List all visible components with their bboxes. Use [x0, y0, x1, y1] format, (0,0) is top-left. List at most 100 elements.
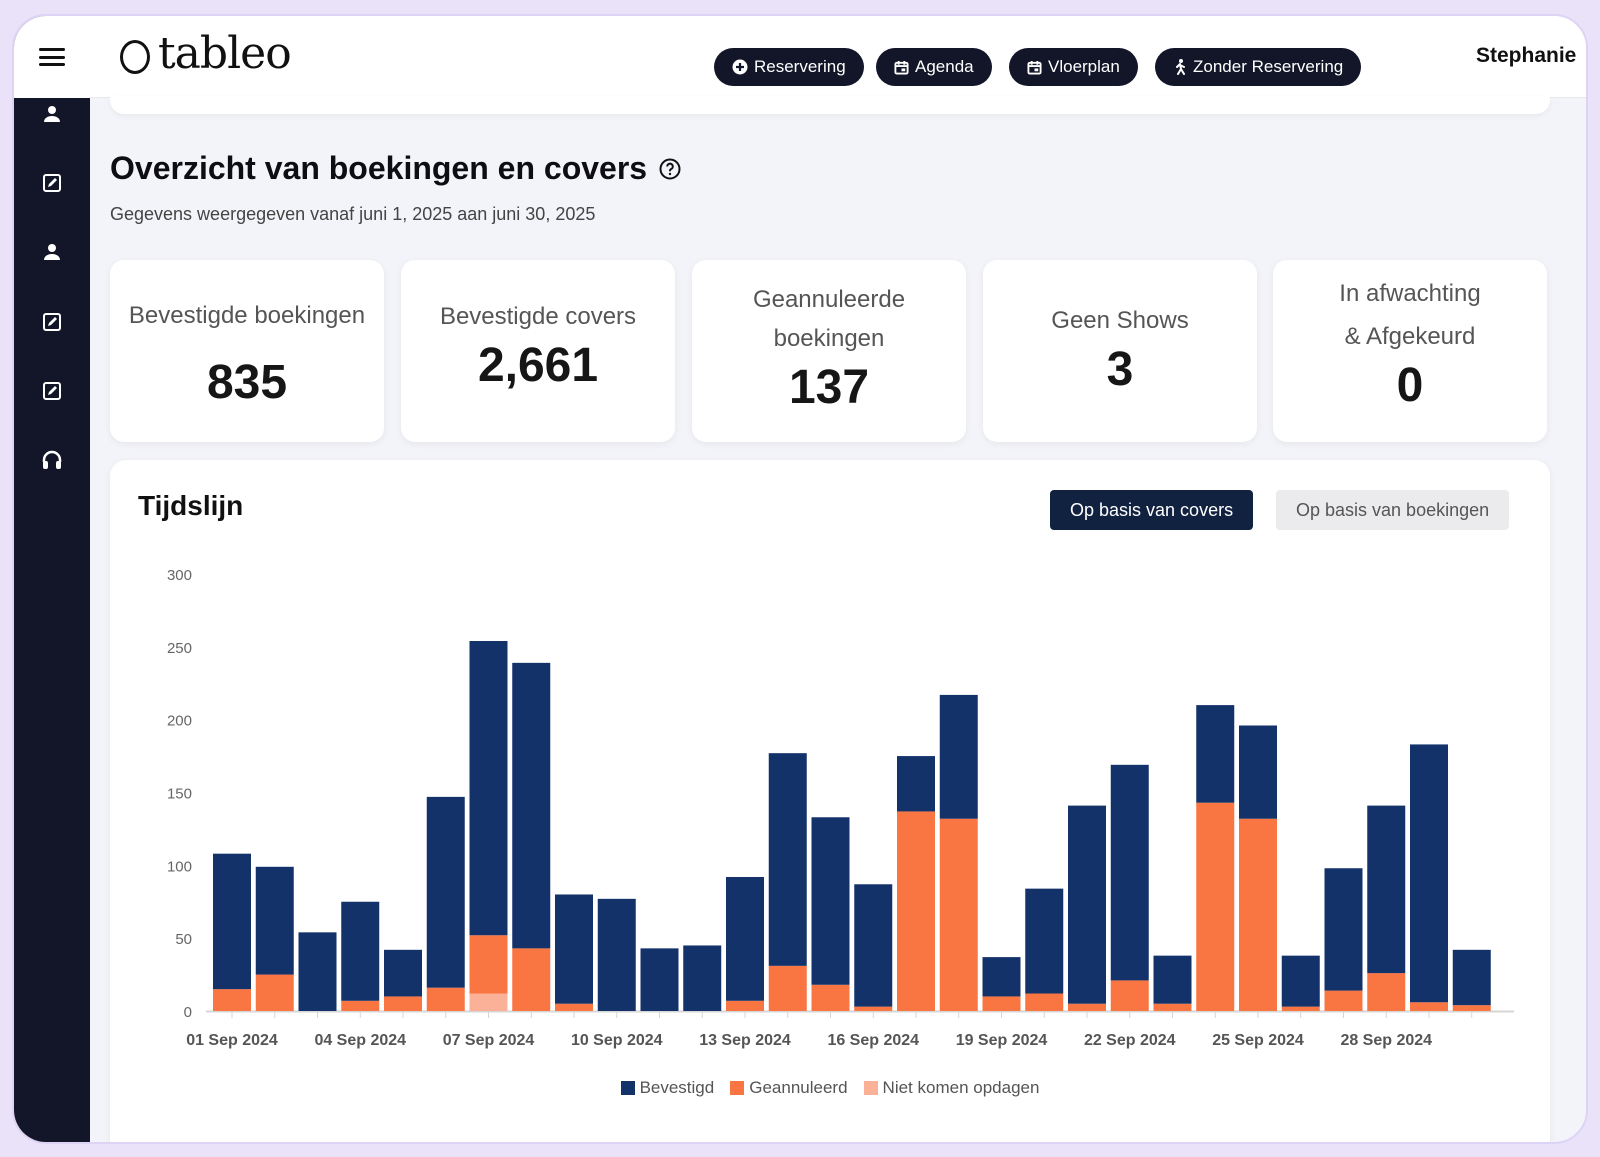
stat-label: Bevestigde boekingen — [128, 302, 366, 329]
bar-geannuleerd[interactable] — [1153, 1003, 1192, 1011]
bar-bevestigd[interactable] — [1239, 725, 1277, 819]
bar-geannuleerd[interactable] — [1452, 1005, 1491, 1011]
bar-bevestigd[interactable] — [1068, 805, 1106, 1004]
bar-geannuleerd[interactable] — [1410, 1002, 1448, 1011]
x-tick-label: 25 Sep 2024 — [1212, 1032, 1304, 1049]
bar-bevestigd[interactable] — [1410, 744, 1448, 1003]
stat-card-no-shows: Geen Shows 3 — [983, 260, 1257, 442]
bar-geannuleerd[interactable] — [341, 1000, 380, 1011]
walk-in-button[interactable]: Zonder Reservering — [1155, 48, 1362, 86]
stat-value: 2,661 — [477, 339, 599, 392]
bar-bevestigd[interactable] — [341, 901, 380, 1001]
legend-label: Geannuleerd — [749, 1078, 848, 1097]
person-icon[interactable] — [40, 240, 64, 264]
user-menu[interactable]: Stephanie — [1476, 44, 1586, 68]
bar-bevestigd[interactable] — [1025, 888, 1064, 994]
agenda-button[interactable]: Agenda — [876, 48, 992, 86]
bar-bevestigd[interactable] — [1367, 805, 1406, 974]
toggle-by-bookings[interactable]: Op basis van boekingen — [1276, 490, 1510, 530]
bar-geannuleerd[interactable] — [1324, 990, 1363, 1011]
legend-item-bevestigd[interactable]: Bevestigd — [620, 1078, 714, 1098]
stat-label: boekingen — [773, 325, 885, 352]
bar-geannuleerd[interactable] — [768, 965, 807, 1011]
bar-geannuleerd[interactable] — [811, 984, 850, 1011]
bar-niet-komen-opdagen[interactable] — [469, 993, 508, 1011]
bar-geannuleerd[interactable] — [726, 1000, 764, 1011]
bar-geannuleerd[interactable] — [1239, 818, 1277, 1011]
bar-bevestigd[interactable] — [683, 945, 722, 1011]
bar-geannuleerd[interactable] — [1025, 993, 1064, 1011]
bar-bevestigd[interactable] — [469, 641, 508, 936]
bar-bevestigd[interactable] — [1110, 764, 1149, 981]
bar-geannuleerd[interactable] — [255, 974, 294, 1011]
y-tick-label: 0 — [184, 1004, 192, 1021]
bar-bevestigd[interactable] — [384, 949, 422, 997]
tableo-logo[interactable]: tableo — [120, 28, 292, 79]
stat-label: Geen Shows — [1051, 307, 1189, 334]
bar-geannuleerd[interactable] — [1281, 1006, 1320, 1011]
menu-toggle[interactable] — [14, 16, 90, 98]
bar-bevestigd[interactable] — [426, 796, 465, 988]
bar-geannuleerd[interactable] — [897, 811, 935, 1011]
bar-geannuleerd[interactable] — [1367, 973, 1406, 1011]
legend-item-niet-komen[interactable]: Niet komen opdagen — [863, 1078, 1039, 1098]
legend-item-geannuleerd[interactable]: Geannuleerd — [730, 1078, 848, 1098]
bar-bevestigd[interactable] — [939, 694, 978, 819]
floorplan-button[interactable]: Vloerplan — [1009, 48, 1138, 86]
bar-geannuleerd[interactable] — [1110, 980, 1149, 1011]
bar-bevestigd[interactable] — [811, 817, 850, 985]
bar-bevestigd[interactable] — [213, 853, 251, 990]
help-icon[interactable] — [659, 158, 681, 180]
previous-card-edge — [110, 96, 1550, 114]
headset-icon[interactable] — [40, 448, 64, 472]
bar-bevestigd[interactable] — [1153, 955, 1192, 1004]
bar-bevestigd[interactable] — [555, 894, 593, 1004]
bar-bevestigd[interactable] — [897, 756, 935, 812]
edit-icon[interactable] — [40, 379, 64, 403]
bar-bevestigd[interactable] — [512, 662, 551, 949]
x-tick-label: 16 Sep 2024 — [827, 1032, 919, 1049]
bar-geannuleerd[interactable] — [384, 996, 422, 1011]
bar-bevestigd[interactable] — [597, 898, 636, 1011]
button-label: Zonder Reservering — [1193, 57, 1344, 76]
timeline-title: Tijdslijn — [138, 490, 244, 521]
bar-bevestigd[interactable] — [1281, 955, 1320, 1007]
bar-bevestigd[interactable] — [640, 948, 679, 1011]
stat-label: In afwachting — [1339, 280, 1481, 307]
bar-geannuleerd[interactable] — [213, 989, 251, 1011]
person-icon[interactable] — [40, 102, 64, 126]
bar-bevestigd[interactable] — [1196, 705, 1235, 803]
bar-geannuleerd[interactable] — [854, 1006, 893, 1011]
new-reservation-button[interactable]: Reservering — [714, 48, 864, 86]
bar-geannuleerd[interactable] — [939, 818, 978, 1011]
x-tick-label: 07 Sep 2024 — [443, 1032, 535, 1049]
bar-bevestigd[interactable] — [298, 932, 337, 1011]
bar-bevestigd[interactable] — [982, 957, 1021, 997]
x-tick-label: 01 Sep 2024 — [186, 1032, 278, 1049]
bar-bevestigd[interactable] — [768, 753, 807, 966]
bar-bevestigd[interactable] — [726, 876, 764, 1001]
hamburger-icon[interactable] — [39, 48, 65, 66]
stat-value: 835 — [206, 356, 288, 409]
bar-geannuleerd[interactable] — [1196, 802, 1235, 1011]
stat-card-confirmed-bookings: Bevestigde boekingen 835 — [110, 260, 384, 442]
stat-label: & Afgekeurd — [1344, 323, 1476, 350]
bar-bevestigd[interactable] — [854, 884, 893, 1007]
stat-card-confirmed-covers: Bevestigde covers 2,661 — [401, 260, 675, 442]
bar-geannuleerd[interactable] — [426, 987, 465, 1011]
bar-bevestigd[interactable] — [1324, 868, 1363, 991]
edit-icon[interactable] — [40, 310, 64, 334]
bar-geannuleerd[interactable] — [469, 935, 508, 994]
walking-person-icon — [1176, 59, 1185, 75]
bar-bevestigd[interactable] — [255, 866, 294, 975]
x-tick-label: 22 Sep 2024 — [1084, 1032, 1176, 1049]
x-tick-label: 19 Sep 2024 — [956, 1032, 1048, 1049]
bar-geannuleerd[interactable] — [982, 996, 1021, 1011]
bar-bevestigd[interactable] — [1452, 949, 1491, 1006]
bar-geannuleerd[interactable] — [555, 1003, 593, 1011]
edit-icon[interactable] — [40, 171, 64, 195]
bar-geannuleerd[interactable] — [512, 948, 551, 1011]
toggle-by-covers[interactable]: Op basis van covers — [1050, 490, 1254, 530]
bar-geannuleerd[interactable] — [1068, 1003, 1106, 1011]
y-tick-label: 250 — [167, 640, 192, 657]
